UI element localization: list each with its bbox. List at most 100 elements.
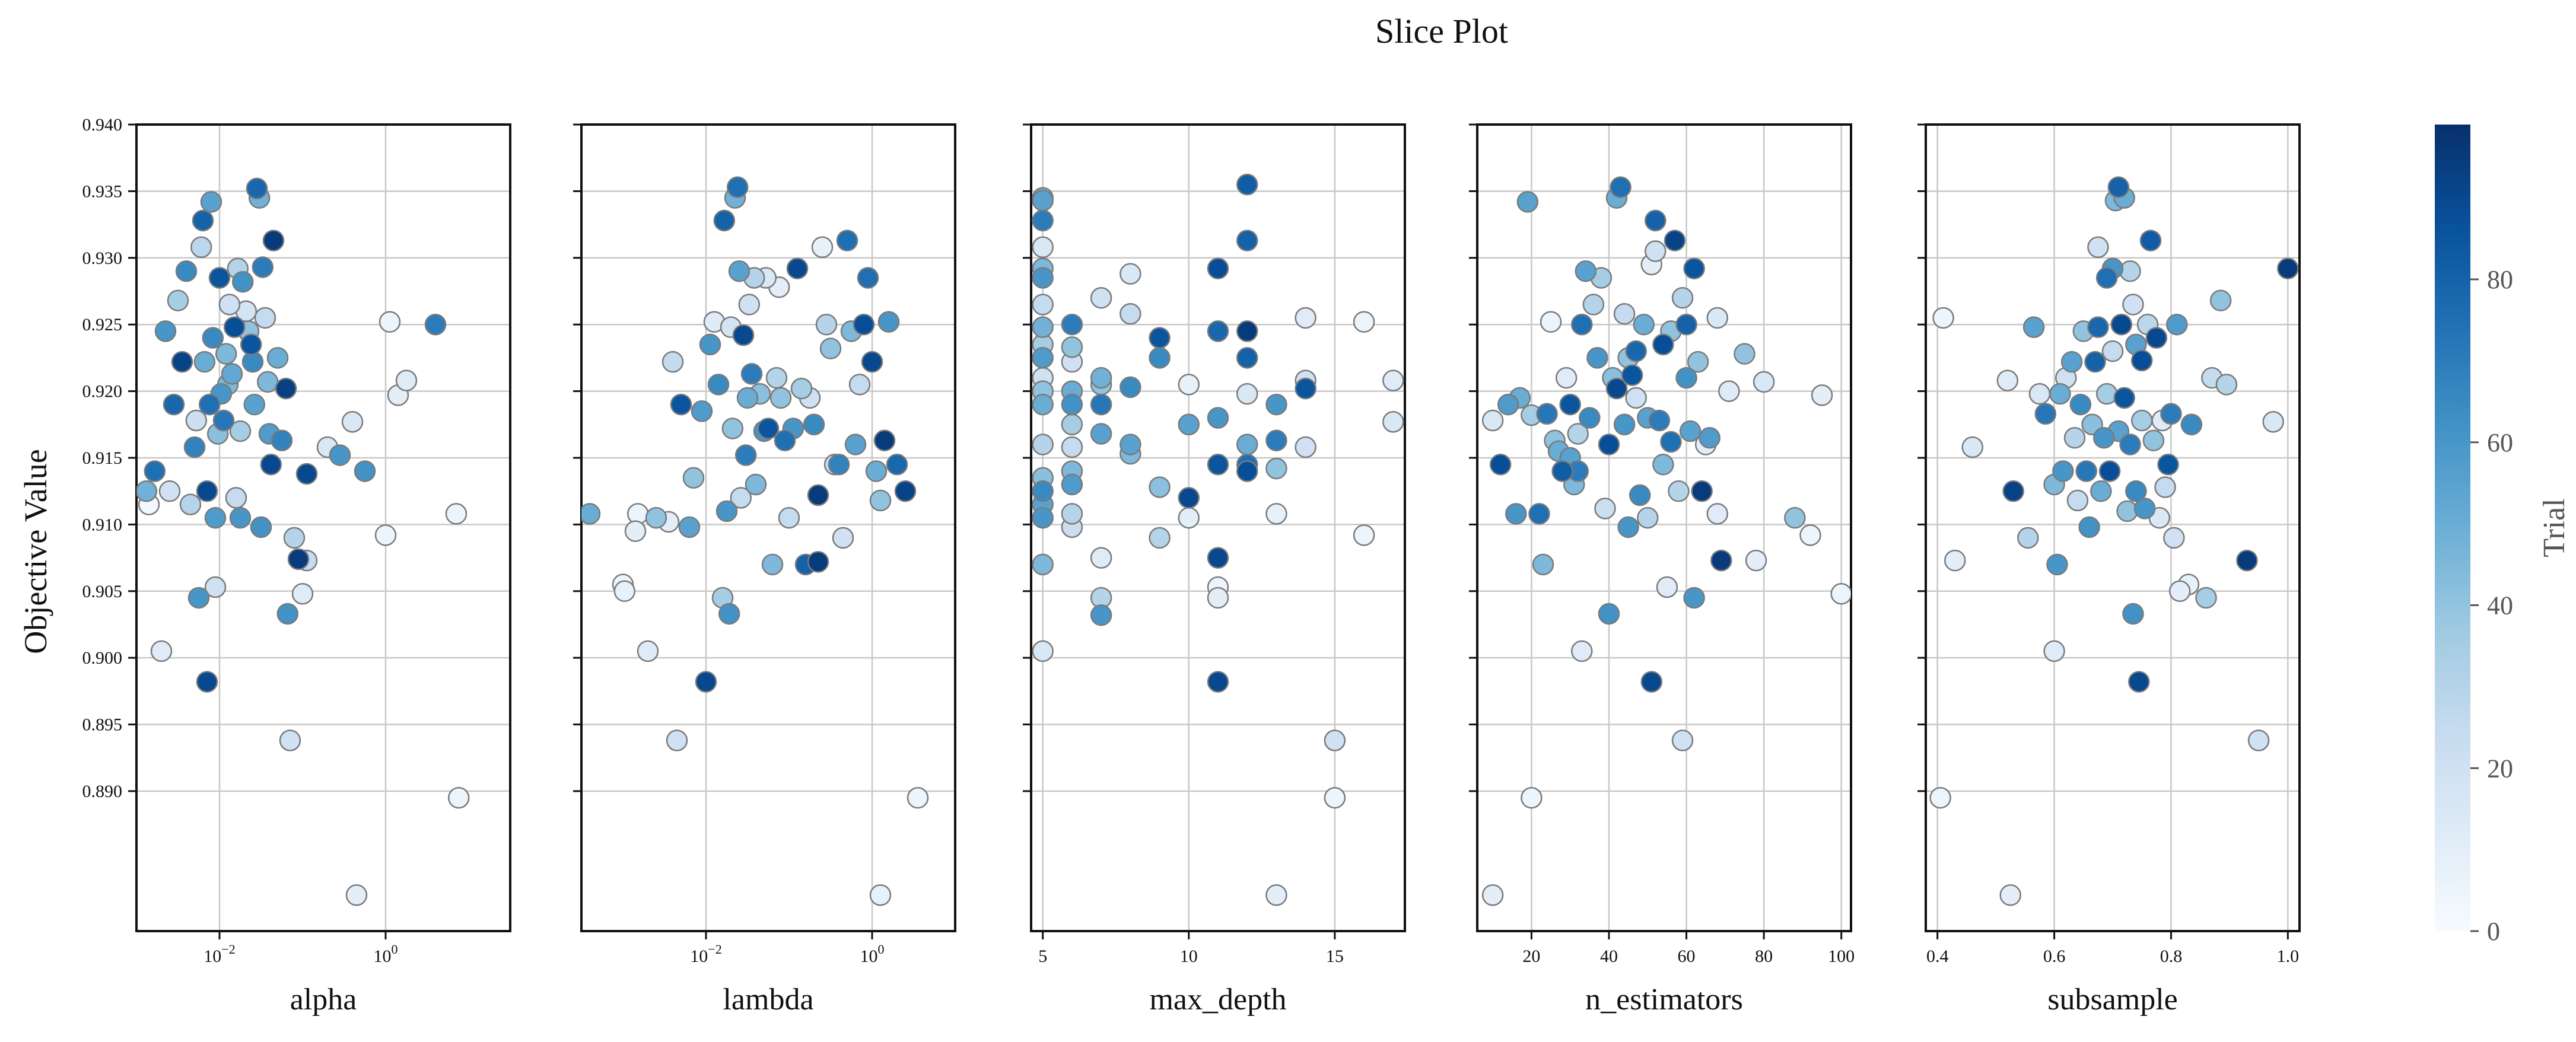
trial-point xyxy=(581,503,601,525)
trial-point xyxy=(1481,884,1504,906)
trial-point xyxy=(726,176,749,198)
trial-point xyxy=(1734,343,1756,365)
trial-point xyxy=(1645,209,1667,232)
x-tick-label: 80 xyxy=(1755,947,1773,966)
trial-point xyxy=(1061,413,1083,436)
x-tick-label: 100 xyxy=(860,942,885,966)
trial-point xyxy=(678,516,701,538)
trial-point xyxy=(774,429,796,452)
trial-point xyxy=(2092,427,2115,449)
trial-point xyxy=(2028,383,2051,405)
trial-point xyxy=(732,324,755,346)
trial-point xyxy=(1032,640,1054,662)
trial-point xyxy=(2157,453,2179,476)
trial-point xyxy=(1236,460,1258,482)
trial-point xyxy=(354,460,376,482)
trial-point xyxy=(718,603,740,625)
trial-point xyxy=(873,429,896,452)
trial-point xyxy=(225,487,247,509)
trial-point xyxy=(734,444,757,466)
colorbar-label: Trial xyxy=(2537,498,2571,557)
trial-point xyxy=(345,884,368,906)
trial-point xyxy=(1236,383,1258,405)
trial-point xyxy=(283,527,306,549)
trial-point xyxy=(1629,484,1651,506)
trial-point xyxy=(2236,549,2258,572)
trial-point xyxy=(1207,407,1229,429)
y-axis-label: Objective Value xyxy=(18,449,53,654)
trial-point xyxy=(2215,374,2238,396)
trial-point xyxy=(185,409,208,432)
trial-point xyxy=(1032,267,1054,289)
trial-point xyxy=(1830,583,1851,605)
trial-point xyxy=(645,506,667,529)
trial-point xyxy=(193,350,216,373)
trial-point xyxy=(2107,176,2130,198)
trial-point xyxy=(260,453,282,476)
trial-point xyxy=(2113,387,2135,409)
trial-point xyxy=(202,327,224,349)
trial-point xyxy=(1613,413,1636,436)
trial-point xyxy=(243,393,266,416)
trial-point xyxy=(2139,230,2162,251)
trial-point xyxy=(637,640,659,662)
trial-point xyxy=(395,369,418,391)
trial-point xyxy=(1178,374,1200,396)
trial-point xyxy=(1090,286,1112,309)
trial-point xyxy=(1120,434,1141,455)
trial-point xyxy=(231,271,254,293)
trial-point xyxy=(183,436,206,458)
trial-point xyxy=(1324,729,1346,751)
trial-point xyxy=(2060,350,2083,373)
trial-point xyxy=(329,444,351,466)
trial-point xyxy=(1668,480,1690,502)
trial-point xyxy=(1675,367,1697,389)
trial-point xyxy=(1149,476,1171,498)
trial-point xyxy=(1061,393,1083,416)
trial-point xyxy=(853,313,875,336)
trial-point xyxy=(1120,263,1141,285)
scatter-points xyxy=(1032,173,1404,906)
colorbar-tick-label: 80 xyxy=(2487,265,2513,294)
y-tick-label: 0.905 xyxy=(82,582,123,601)
trial-point xyxy=(2154,476,2176,498)
trial-point xyxy=(1061,503,1083,525)
trial-point xyxy=(1932,307,1954,329)
x-tick-label: 0.6 xyxy=(2043,947,2066,966)
trial-point xyxy=(196,480,218,502)
colorbar-gradient xyxy=(2435,125,2470,931)
trial-point xyxy=(2090,480,2112,502)
trial-point xyxy=(218,294,241,316)
x-tick-label: 10−2 xyxy=(690,942,721,966)
trial-point xyxy=(275,377,297,400)
x-axis-label: alpha xyxy=(290,983,357,1016)
trial-point xyxy=(757,418,780,439)
y-tick-label: 0.920 xyxy=(82,382,123,401)
trial-point xyxy=(1625,340,1647,362)
trial-point xyxy=(790,377,813,400)
trial-point xyxy=(1594,498,1616,520)
trial-point xyxy=(2168,580,2191,603)
trial-point xyxy=(1652,453,1674,476)
scatter-points xyxy=(1929,176,2299,906)
trial-point xyxy=(662,350,684,373)
trial-point xyxy=(1236,347,1258,369)
trial-point xyxy=(204,506,227,529)
trial-point xyxy=(212,409,235,432)
trial-point xyxy=(1090,547,1112,569)
trial-point xyxy=(1295,377,1316,400)
trial-point xyxy=(1567,423,1589,445)
trial-point xyxy=(198,393,221,416)
trial-point xyxy=(803,413,825,436)
trial-point xyxy=(2128,671,2150,693)
trial-point xyxy=(1660,431,1682,453)
trial-point xyxy=(144,460,166,482)
trial-point xyxy=(1120,302,1141,325)
trial-point xyxy=(150,640,173,662)
trial-point xyxy=(2247,729,2270,751)
trial-point xyxy=(819,337,842,359)
panel-frame xyxy=(1476,123,1852,932)
trial-point xyxy=(2034,403,2057,425)
trial-point xyxy=(1032,434,1054,455)
trial-point xyxy=(1061,473,1083,496)
